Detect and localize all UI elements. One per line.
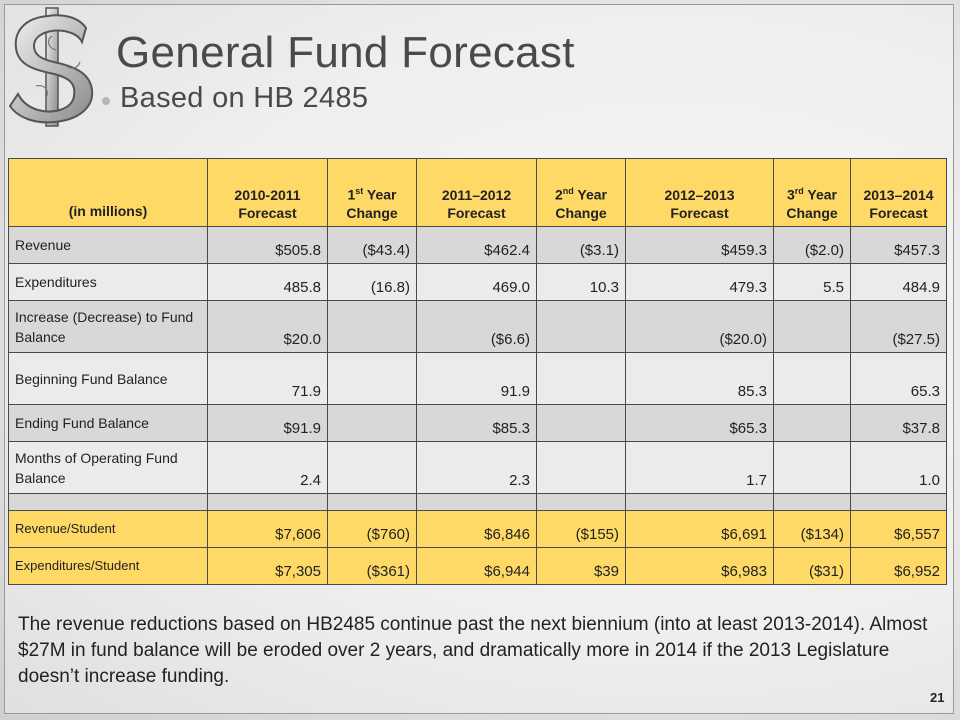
table-cell: ($20.0) (625, 300, 774, 353)
table-row-expenditures: Expenditures 485.8 (16.8) 469.0 10.3 479… (8, 263, 947, 301)
table-cell: ($155) (536, 510, 626, 548)
table-cell (327, 493, 417, 511)
table-cell: $6,944 (416, 547, 537, 585)
row-label: Revenue (8, 226, 208, 264)
table-cell: $6,983 (625, 547, 774, 585)
table-cell: 2.4 (207, 441, 328, 494)
table-cell: ($43.4) (327, 226, 417, 264)
table-cell (536, 300, 626, 353)
table-cell: $462.4 (416, 226, 537, 264)
row-label: Months of Operating Fund Balance (8, 441, 208, 494)
table-cell: 469.0 (416, 263, 537, 301)
table-row-revenue: Revenue $505.8 ($43.4) $462.4 ($3.1) $45… (8, 226, 947, 264)
table-cell (536, 404, 626, 442)
table-cell (327, 404, 417, 442)
table-cell: 85.3 (625, 352, 774, 405)
table-cell (416, 493, 537, 511)
table-cell: 65.3 (850, 352, 947, 405)
table-cell (625, 493, 774, 511)
table-cell: ($27.5) (850, 300, 947, 353)
summary-note: The revenue reductions based on HB2485 c… (18, 614, 928, 687)
table-cell: ($2.0) (773, 226, 851, 264)
slide-frame (4, 4, 954, 714)
table-row-months-operating: Months of Operating Fund Balance 2.4 2.3… (8, 441, 947, 494)
bullet-icon (102, 96, 110, 105)
table-cell (536, 493, 626, 511)
table-cell: 10.3 (536, 263, 626, 301)
table-cell: $6,952 (850, 547, 947, 585)
table-cell: 1.7 (625, 441, 774, 494)
table-row-ending-balance: Ending Fund Balance $91.9 $85.3 $65.3 $3… (8, 404, 947, 442)
row-label: Increase (Decrease) to Fund Balance (8, 300, 208, 353)
table-cell (773, 404, 851, 442)
table-row-expenditures-per-student: Expenditures/Student $7,305 ($361) $6,94… (8, 547, 947, 585)
table-cell (850, 493, 947, 511)
column-header-2011-2012: 2011–2012 Forecast (416, 158, 537, 227)
table-cell (327, 300, 417, 353)
table-cell: ($3.1) (536, 226, 626, 264)
table-cell: 484.9 (850, 263, 947, 301)
dollar-sign-logo (8, 7, 94, 127)
column-header-2012-2013: 2012–2013 Forecast (625, 158, 774, 227)
column-header-1st-year-change: 1st Year Change (327, 158, 417, 227)
table-cell (773, 300, 851, 353)
row-label: Expenditures (8, 263, 208, 301)
row-label: Expenditures/Student (8, 547, 208, 585)
table-cell (327, 352, 417, 405)
page-number: 21 (930, 690, 945, 705)
table-cell: 479.3 (625, 263, 774, 301)
table-row-revenue-per-student: Revenue/Student $7,606 ($760) $6,846 ($1… (8, 510, 947, 548)
table-cell: (16.8) (327, 263, 417, 301)
table-cell (536, 441, 626, 494)
column-header-3rd-year-change: 3rd Year Change (773, 158, 851, 227)
table-cell: 485.8 (207, 263, 328, 301)
table-cell: ($760) (327, 510, 417, 548)
row-label: Beginning Fund Balance (8, 352, 208, 405)
table-cell: $7,606 (207, 510, 328, 548)
column-header-2nd-year-change: 2nd Year Change (536, 158, 626, 227)
table-header-row: (in millions) 2010-2011 Forecast 1st Year… (8, 158, 947, 227)
table-cell: $6,846 (416, 510, 537, 548)
table-cell: $505.8 (207, 226, 328, 264)
column-header-units: (in millions) (8, 158, 208, 227)
table-cell: $457.3 (850, 226, 947, 264)
table-row-spacer (8, 493, 947, 511)
table-cell (773, 441, 851, 494)
table-cell: $37.8 (850, 404, 947, 442)
row-label: Ending Fund Balance (8, 404, 208, 442)
column-header-2010-2011: 2010-2011 Forecast (207, 158, 328, 227)
table-cell: $6,691 (625, 510, 774, 548)
table-cell: ($31) (773, 547, 851, 585)
forecast-table: (in millions) 2010-2011 Forecast 1st Year… (8, 158, 947, 585)
table-cell (207, 493, 328, 511)
column-header-2013-2014: 2013–2014 Forecast (850, 158, 947, 227)
table-cell: 71.9 (207, 352, 328, 405)
table-cell: $65.3 (625, 404, 774, 442)
table-cell: ($6.6) (416, 300, 537, 353)
table-cell: ($361) (327, 547, 417, 585)
page-title: General Fund Forecast (116, 28, 575, 77)
table-row-increase-decrease: Increase (Decrease) to Fund Balance $20.… (8, 300, 947, 353)
table-cell: 2.3 (416, 441, 537, 494)
subtitle-row: Based on HB 2485 (102, 82, 368, 115)
table-cell: $20.0 (207, 300, 328, 353)
table-cell: $6,557 (850, 510, 947, 548)
table-cell (327, 441, 417, 494)
table-cell (773, 493, 851, 511)
table-cell: 5.5 (773, 263, 851, 301)
subtitle: Based on HB 2485 (120, 82, 369, 114)
table-cell: 1.0 (850, 441, 947, 494)
table-cell (8, 493, 208, 511)
table-cell: $85.3 (416, 404, 537, 442)
table-cell: 91.9 (416, 352, 537, 405)
table-cell (536, 352, 626, 405)
table-row-beginning-balance: Beginning Fund Balance 71.9 91.9 85.3 65… (8, 352, 947, 405)
table-cell: $39 (536, 547, 626, 585)
table-cell: $459.3 (625, 226, 774, 264)
table-cell: $91.9 (207, 404, 328, 442)
table-cell (773, 352, 851, 405)
table-cell: $7,305 (207, 547, 328, 585)
row-label: Revenue/Student (8, 510, 208, 548)
table-cell: ($134) (773, 510, 851, 548)
